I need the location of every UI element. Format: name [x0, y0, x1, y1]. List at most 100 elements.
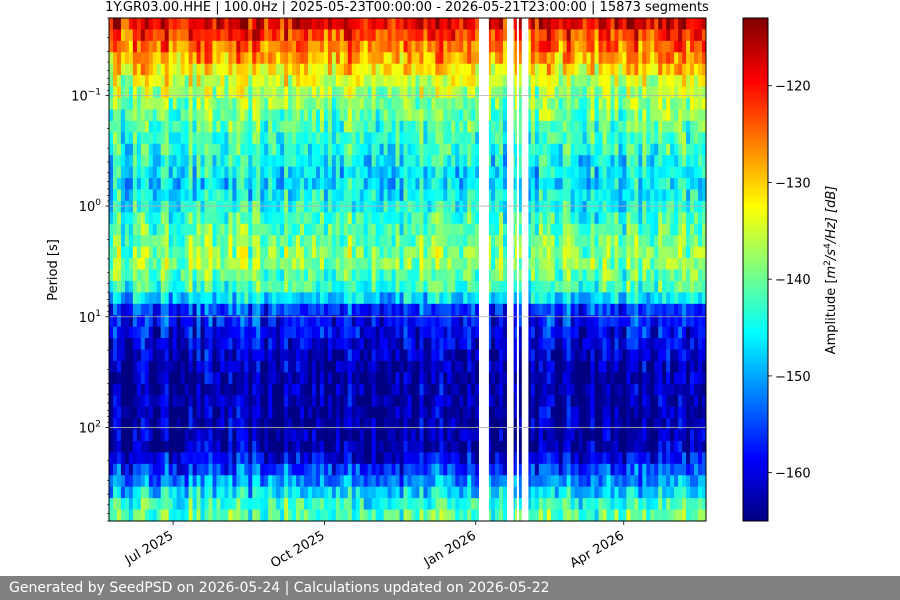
- heatmap-cell: [538, 292, 544, 305]
- heatmap-cell: [216, 326, 222, 339]
- heatmap-cell: [236, 372, 241, 385]
- heatmap-cell: [542, 29, 548, 42]
- heatmap-cell: [538, 383, 544, 396]
- heatmap-cell: [363, 212, 369, 225]
- heatmap-cell: [140, 200, 146, 213]
- heatmap-cell: [120, 406, 126, 419]
- heatmap-cell: [156, 440, 162, 454]
- heatmap-cell: [176, 303, 182, 316]
- heatmap-cell: [184, 372, 190, 385]
- heatmap-cell: [379, 509, 385, 521]
- heatmap-cell: [407, 98, 413, 111]
- heatmap-cell: [534, 292, 540, 305]
- heatmap-cell: [280, 212, 285, 225]
- heatmap-cell: [323, 178, 329, 191]
- heatmap-cell: [256, 18, 261, 31]
- heatmap-cell: [164, 18, 170, 31]
- heatmap-cell: [435, 166, 440, 179]
- heatmap-cell: [518, 315, 524, 328]
- heatmap-cell: [208, 292, 214, 305]
- heatmap-cell: [411, 292, 417, 305]
- heatmap-cell: [220, 109, 226, 122]
- heatmap-cell: [375, 18, 381, 31]
- heatmap-cell: [156, 349, 162, 362]
- heatmap-cell: [232, 315, 237, 328]
- heatmap-cell: [459, 166, 464, 179]
- heatmap-cell: [292, 86, 297, 99]
- heatmap-cell: [280, 178, 285, 191]
- heatmap-cell: [526, 303, 532, 316]
- heatmap-cell: [503, 63, 508, 76]
- heatmap-cell: [276, 52, 281, 65]
- heatmap-cell: [140, 463, 146, 476]
- heatmap-cell: [280, 235, 285, 248]
- heatmap-cell: [172, 246, 178, 259]
- heatmap-cell: [156, 280, 162, 293]
- heatmap-cell: [550, 63, 556, 76]
- heatmap-cell: [530, 29, 536, 42]
- heatmap-cell: [487, 86, 492, 99]
- heatmap-cell: [208, 395, 214, 408]
- heatmap-cell: [526, 463, 532, 476]
- heatmap-cell: [236, 406, 241, 419]
- heatmap-cell: [351, 498, 357, 511]
- heatmap-cell: [112, 326, 118, 339]
- heatmap-cell: [292, 40, 297, 53]
- heatmap-cell: [407, 18, 413, 31]
- heatmap-cell: [419, 498, 425, 511]
- heatmap-cell: [475, 40, 480, 53]
- heatmap-cell: [276, 200, 281, 213]
- heatmap-cell: [319, 235, 325, 248]
- heatmap-cell: [499, 292, 504, 305]
- heatmap-cell: [308, 235, 313, 248]
- heatmap-cell: [379, 383, 385, 396]
- heatmap-cell: [308, 98, 313, 111]
- heatmap-cell: [399, 303, 405, 316]
- heatmap-cell: [260, 189, 265, 202]
- heatmap-cell: [471, 269, 476, 282]
- heatmap-cell: [260, 269, 265, 282]
- heatmap-cell: [435, 132, 440, 145]
- heatmap-cell: [292, 132, 297, 145]
- heatmap-cell: [339, 372, 345, 385]
- heatmap-cell: [538, 98, 544, 111]
- heatmap-cell: [518, 29, 524, 42]
- heatmap-cell: [292, 509, 297, 521]
- heatmap-cell: [188, 29, 194, 42]
- heatmap-cell: [128, 315, 134, 328]
- heatmap-cell: [471, 200, 476, 213]
- heatmap-cell: [554, 189, 560, 202]
- heatmap-cell: [554, 223, 560, 236]
- heatmap-cell: [538, 120, 544, 133]
- heatmap-cell: [220, 292, 226, 305]
- heatmap-cell: [144, 178, 150, 191]
- heatmap-cell: [109, 338, 114, 351]
- heatmap-cell: [308, 486, 313, 499]
- heatmap-cell: [284, 40, 289, 53]
- heatmap-cell: [200, 200, 206, 213]
- heatmap-cell: [200, 463, 206, 476]
- heatmap-cell: [431, 315, 436, 328]
- heatmap-cell: [164, 75, 170, 88]
- heatmap-cell: [534, 452, 540, 465]
- heatmap-cell: [518, 258, 524, 271]
- heatmap-cell: [268, 18, 273, 31]
- heatmap-cell: [327, 269, 333, 282]
- heatmap-cell: [315, 132, 321, 145]
- heatmap-cell: [280, 40, 285, 53]
- heatmap-cell: [280, 189, 285, 202]
- heatmap-cell: [292, 143, 297, 156]
- heatmap-cell: [144, 406, 150, 419]
- heatmap-cell: [526, 189, 532, 202]
- heatmap-cell: [109, 189, 114, 202]
- heatmap-cell: [499, 326, 504, 339]
- heatmap-cell: [112, 349, 118, 362]
- heatmap-cell: [546, 315, 552, 328]
- heatmap-cell: [327, 406, 333, 419]
- heatmap-cell: [200, 418, 206, 431]
- heatmap-cell: [491, 189, 496, 202]
- heatmap-cell: [319, 303, 325, 316]
- heatmap-cell: [140, 52, 146, 65]
- heatmap-cell: [331, 280, 337, 293]
- heatmap-cell: [272, 109, 277, 122]
